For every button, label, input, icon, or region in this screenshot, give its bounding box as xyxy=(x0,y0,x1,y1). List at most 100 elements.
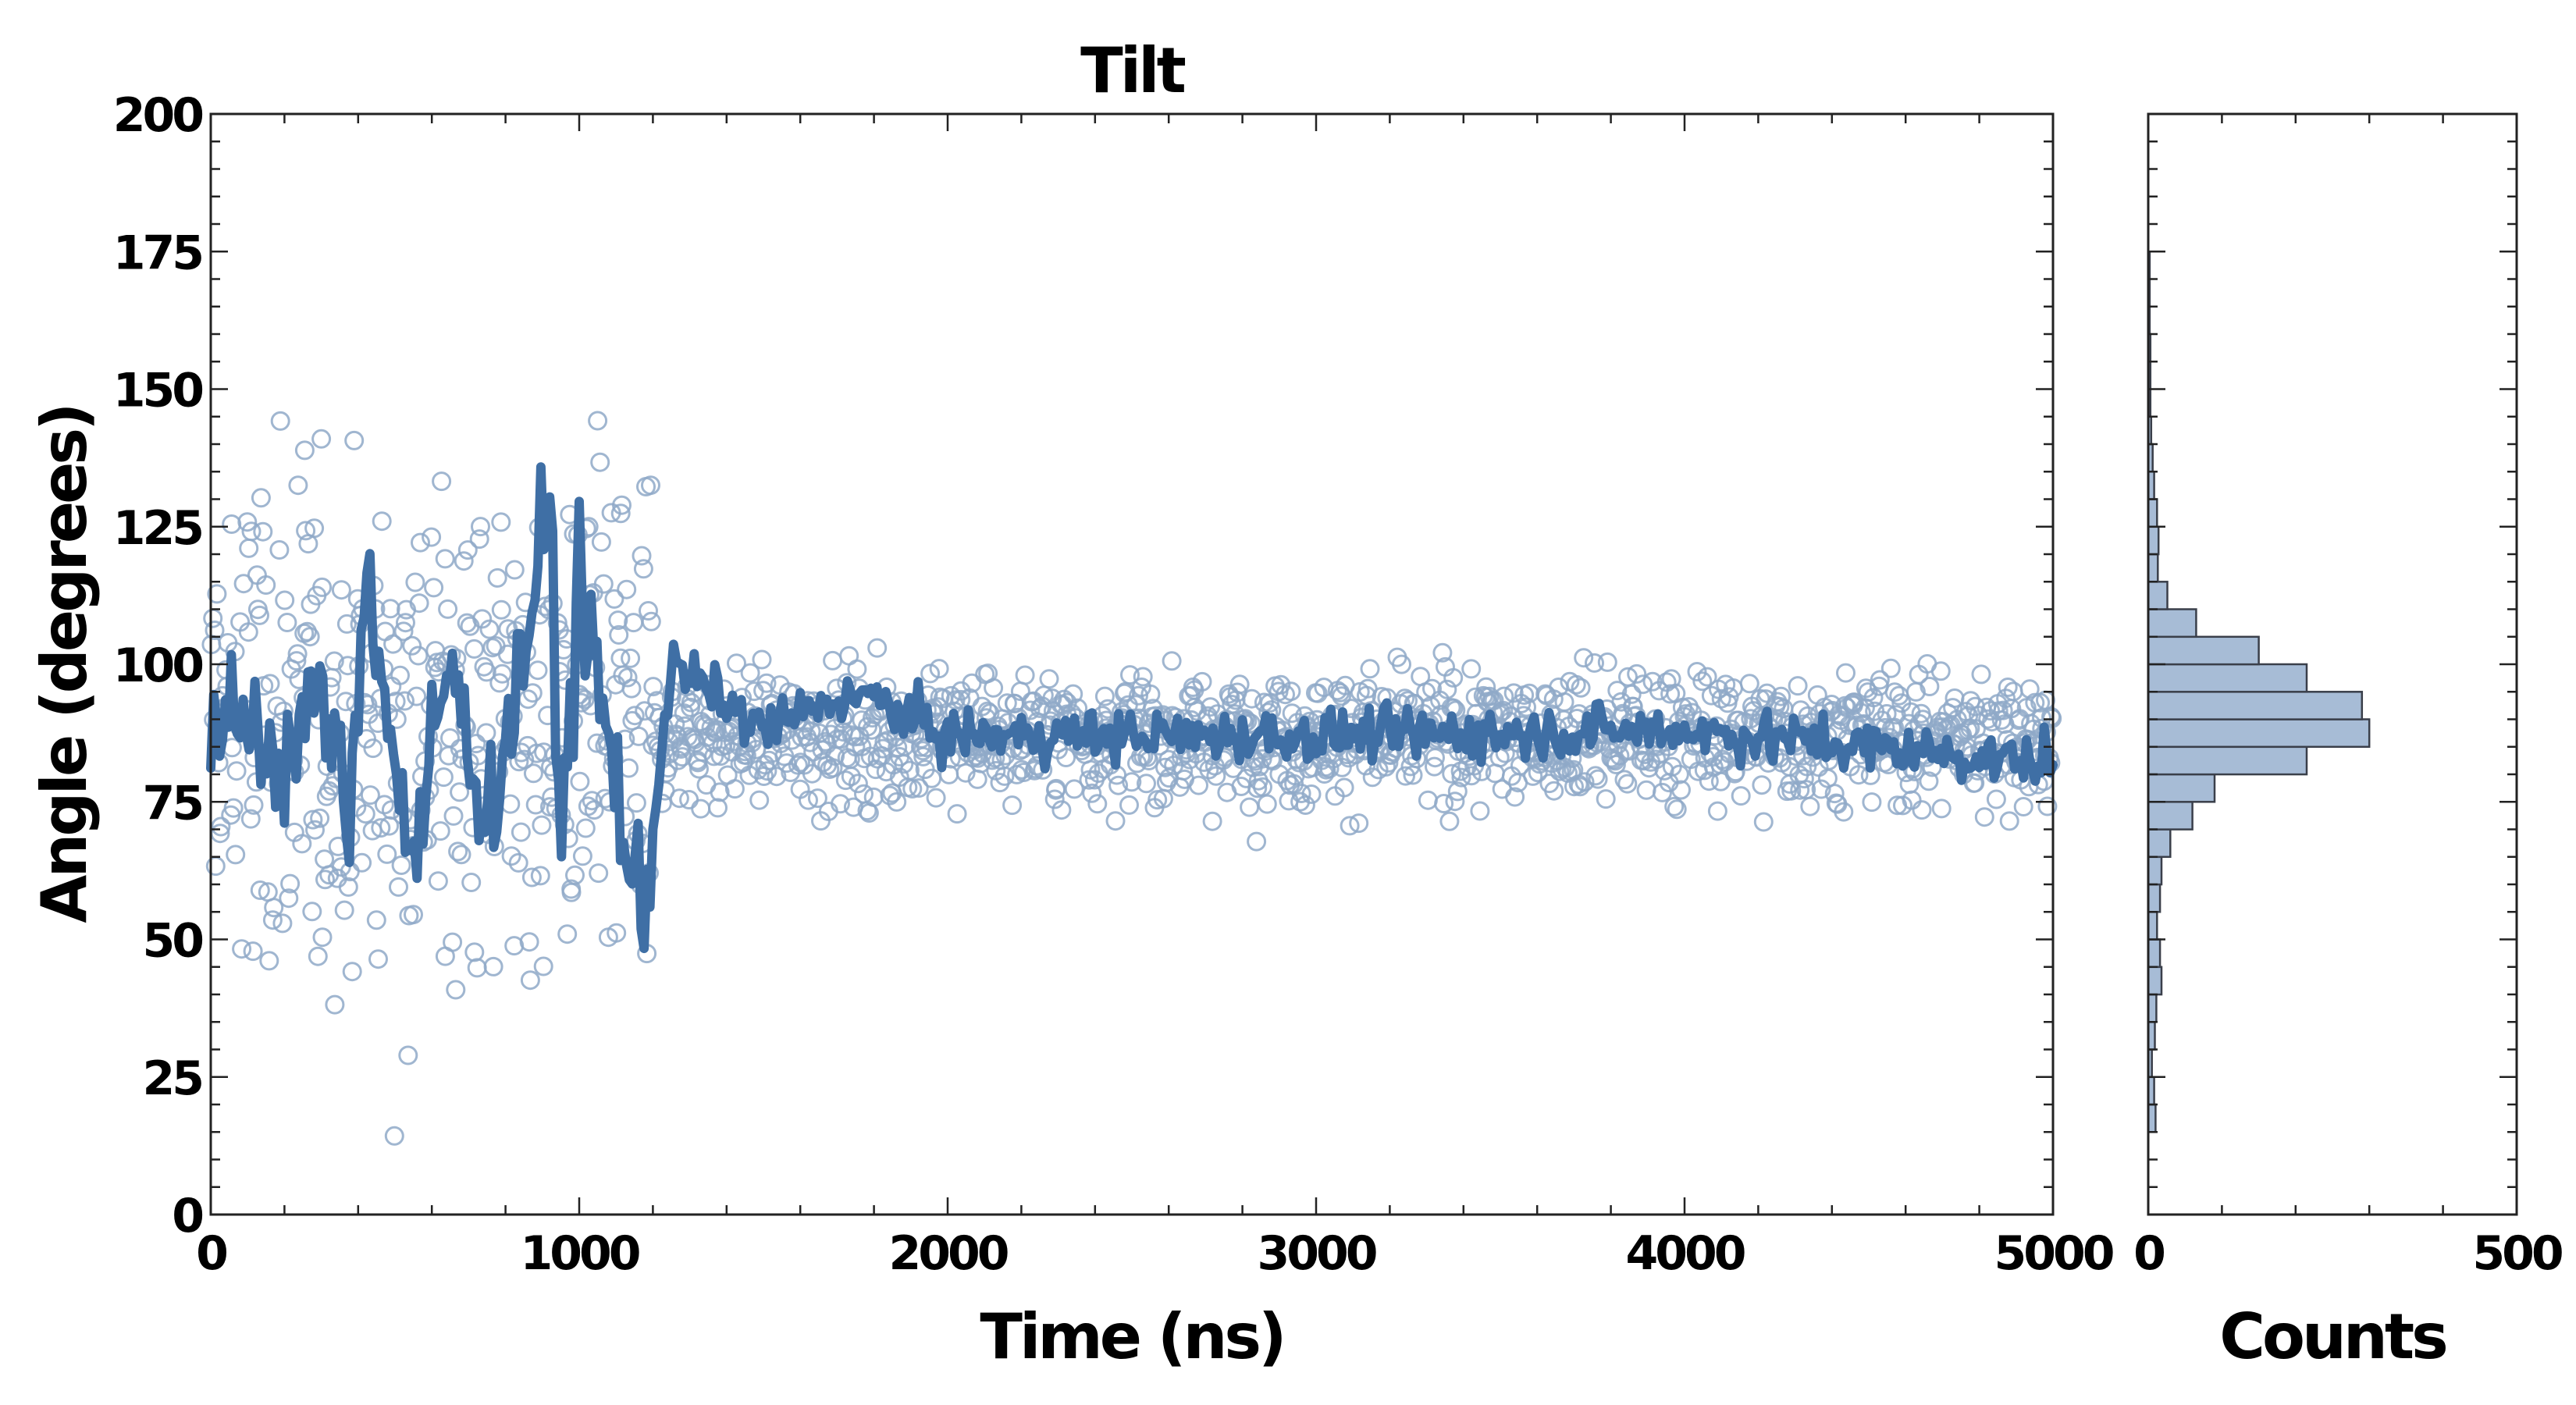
scatter-point xyxy=(411,532,430,553)
scatter-point xyxy=(1044,789,1065,809)
scatter-point xyxy=(250,880,270,900)
scatter-point xyxy=(440,728,460,748)
scatter-point xyxy=(1334,777,1354,798)
scatter-point xyxy=(1844,692,1864,713)
scatter-point xyxy=(454,551,474,571)
scatter-point xyxy=(782,730,802,750)
scatter-point xyxy=(1958,720,1978,740)
scatter-point xyxy=(269,540,290,560)
scatter-point xyxy=(1332,757,1352,777)
scatter-point xyxy=(584,800,604,820)
scatter-point xyxy=(1434,794,1454,813)
scatter-point xyxy=(1271,674,1291,695)
scatter-point xyxy=(1544,781,1564,801)
scatter-point xyxy=(591,532,611,552)
scatter-point xyxy=(624,706,645,726)
scatter-point xyxy=(1396,766,1415,786)
scatter-point xyxy=(1295,795,1315,815)
scatter-point xyxy=(430,821,450,841)
x-tick-label: 3000 xyxy=(1258,1226,1376,1281)
scatter-point xyxy=(1636,780,1656,800)
scatter-point xyxy=(377,844,397,864)
scatter-points xyxy=(201,411,2062,1146)
scatter-point xyxy=(2019,679,2040,699)
scatter-point xyxy=(1617,774,1638,794)
scatter-point xyxy=(1064,779,1084,799)
scatter-point xyxy=(835,770,856,791)
scatter-point xyxy=(902,779,923,799)
scatter-point xyxy=(823,650,843,670)
histogram-bar xyxy=(2147,855,2163,886)
scatter-point xyxy=(847,659,867,679)
scatter-point xyxy=(848,774,868,794)
scatter-point xyxy=(277,613,297,632)
scatter-point xyxy=(1811,779,1831,799)
scatter-point xyxy=(1425,756,1444,777)
scatter-point xyxy=(380,599,400,619)
scatter-point xyxy=(528,660,548,681)
scatter-point xyxy=(525,795,546,815)
scatter-point xyxy=(207,584,227,604)
scatter-point xyxy=(913,741,933,761)
scatter-point xyxy=(2037,796,2058,816)
scatter-point xyxy=(610,503,631,524)
scatter-point xyxy=(1571,678,1591,698)
scatter-point xyxy=(1360,659,1380,679)
scatter-point xyxy=(1692,671,1713,692)
scatter-point xyxy=(344,430,365,450)
scatter-point xyxy=(641,611,661,631)
scatter-point xyxy=(238,622,258,642)
scatter-point xyxy=(253,521,273,542)
scatter-point xyxy=(1660,684,1681,704)
scatter-point xyxy=(1517,697,1536,717)
x-tick-label: 2000 xyxy=(889,1226,1008,1281)
scatter-point xyxy=(275,590,295,610)
scatter-point xyxy=(520,970,540,991)
y-tick-label: 175 xyxy=(113,226,201,280)
scatter-point xyxy=(352,852,372,873)
scatter-point xyxy=(389,877,408,897)
scatter-point xyxy=(264,898,284,918)
scatter-point xyxy=(232,939,252,959)
x-axis-label: Time (ns) xyxy=(980,1300,1283,1373)
scatter-point xyxy=(669,788,689,809)
scatter-point xyxy=(325,994,345,1015)
scatter-point xyxy=(802,763,822,784)
scatter-point xyxy=(1884,682,1905,702)
histogram-x-tick-label: 500 xyxy=(2472,1226,2561,1281)
scatter-point xyxy=(464,638,484,659)
scatter-point xyxy=(1912,800,1932,820)
scatter-point xyxy=(233,574,254,594)
scatter-point xyxy=(1257,794,1277,814)
scatter-point xyxy=(1133,667,1153,687)
scatter-point xyxy=(1669,764,1689,784)
scatter-point xyxy=(590,452,610,472)
scatter-point xyxy=(226,845,246,865)
scatter-point xyxy=(1179,749,1200,770)
scatter-point xyxy=(929,659,949,679)
scatter-point xyxy=(617,579,637,599)
scatter-point xyxy=(1229,674,1250,695)
scatter-point xyxy=(1667,799,1687,820)
scatter-point xyxy=(530,866,550,886)
scatter-point xyxy=(621,678,642,699)
scatter-point xyxy=(1140,684,1161,704)
scatter-point xyxy=(262,910,283,930)
scatter-point xyxy=(1800,796,1820,816)
scatter-point xyxy=(749,790,770,810)
scatter-point xyxy=(222,514,242,534)
scatter-point xyxy=(226,761,247,781)
scatter-point xyxy=(1301,784,1322,804)
scatter-point xyxy=(396,613,415,633)
scatter-point xyxy=(203,608,223,628)
scatter-point xyxy=(390,665,410,685)
scatter-point xyxy=(570,771,590,791)
scatter-point xyxy=(1998,678,2018,697)
scatter-point xyxy=(491,599,511,620)
scatter-point xyxy=(1122,772,1142,792)
scatter-point xyxy=(888,738,908,757)
scatter-point xyxy=(1201,697,1221,717)
scatter-point xyxy=(565,865,585,885)
scatter-point xyxy=(471,517,490,537)
scatter-point xyxy=(489,673,510,693)
